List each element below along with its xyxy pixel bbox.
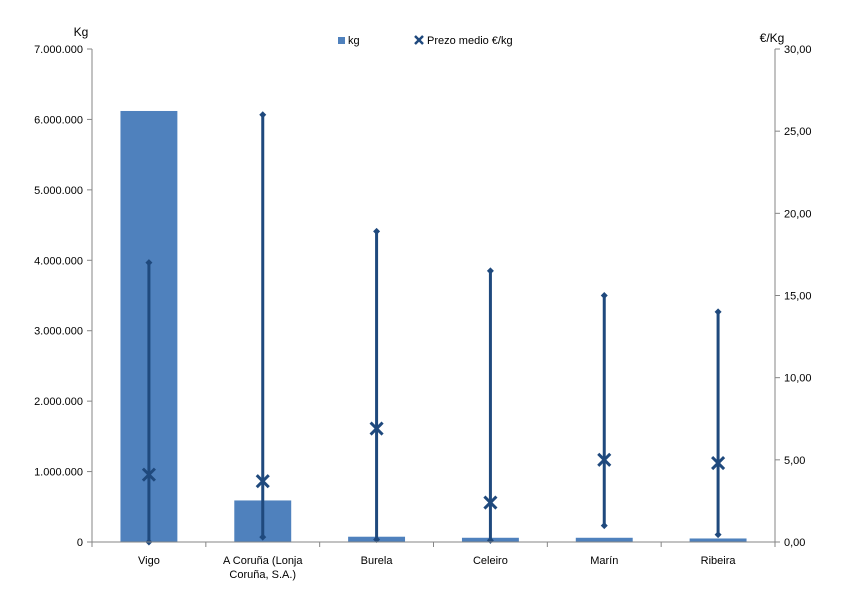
y-left-tick-label: 1.000.000 bbox=[34, 467, 83, 479]
bar-kg bbox=[689, 538, 747, 542]
plot-area bbox=[120, 110, 747, 546]
price-high-marker bbox=[373, 227, 381, 235]
legend: kg Prezo medio €/kg bbox=[338, 35, 513, 47]
y-left-unit: Kg bbox=[74, 25, 89, 39]
y-left-tick-label: 4.000.000 bbox=[34, 255, 83, 267]
price-high-marker bbox=[259, 111, 267, 119]
axes: 0 1.000.000 2.000.000 3.000.000 4.000.000 5.0… bbox=[34, 44, 811, 581]
x-tick-label: Ribeira bbox=[701, 555, 737, 567]
legend-price-marker bbox=[414, 35, 424, 45]
y-left-tick-label: 0 bbox=[77, 537, 83, 549]
legend-kg-label: kg bbox=[348, 35, 360, 47]
bar-kg bbox=[575, 537, 633, 542]
y-right-tick-label: 0,00 bbox=[784, 537, 805, 549]
price-low-marker bbox=[259, 533, 267, 541]
y-right-unit: €/Kg bbox=[760, 31, 785, 45]
price-low-marker bbox=[600, 522, 608, 530]
y-right-tick-label: 30,00 bbox=[784, 44, 812, 56]
y-left-tick-label: 3.000.000 bbox=[34, 326, 83, 338]
y-right-tick-label: 20,00 bbox=[784, 208, 812, 220]
x-tick-label: Celeiro bbox=[473, 555, 508, 567]
y-left-tick-label: 6.000.000 bbox=[34, 114, 83, 126]
price-average-marker bbox=[711, 456, 726, 471]
price-low-marker bbox=[373, 536, 381, 544]
legend-price-label: Prezo medio €/kg bbox=[427, 35, 513, 47]
y-right-tick-label: 10,00 bbox=[784, 373, 812, 385]
y-right-tick-label: 5,00 bbox=[784, 455, 805, 467]
price-high-marker bbox=[486, 267, 494, 275]
price-low-marker bbox=[714, 531, 722, 539]
x-tick-label: A Coruña (Lonja Coruña, S.A.) bbox=[223, 555, 303, 581]
y-right-tick-label: 25,00 bbox=[784, 126, 812, 138]
x-tick-label: Marín bbox=[590, 555, 618, 567]
y-left-tick-label: 2.000.000 bbox=[34, 396, 83, 408]
price-average-marker bbox=[141, 467, 156, 482]
price-average-marker bbox=[597, 452, 612, 467]
x-tick-label: Vigo bbox=[138, 555, 160, 567]
price-average-marker bbox=[369, 421, 384, 436]
y-right-tick-label: 15,00 bbox=[784, 291, 812, 303]
y-left-tick-label: 7.000.000 bbox=[34, 44, 83, 56]
x-tick-label: Burela bbox=[361, 555, 394, 567]
price-high-marker bbox=[145, 259, 153, 267]
price-high-marker bbox=[714, 308, 722, 316]
y-left-tick-label: 5.000.000 bbox=[34, 185, 83, 197]
legend-kg-swatch bbox=[338, 37, 345, 44]
price-average-marker bbox=[255, 474, 270, 489]
price-high-marker bbox=[600, 292, 608, 299]
price-average-marker bbox=[483, 495, 498, 510]
